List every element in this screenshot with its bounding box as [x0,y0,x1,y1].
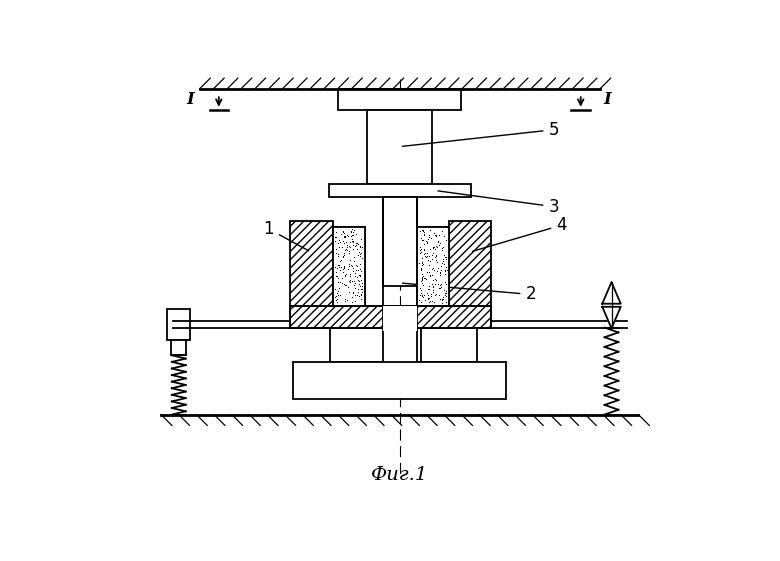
Bar [367,111,432,183]
Text: Фиг.1: Фиг.1 [371,466,428,484]
Text: 3: 3 [438,191,559,215]
Bar [449,222,491,306]
Bar [290,306,491,328]
Bar [333,227,365,306]
Polygon shape [602,307,621,328]
Bar [417,227,449,306]
Bar [421,328,477,362]
Bar [333,227,365,306]
Bar [417,227,449,306]
Text: 4: 4 [473,216,567,251]
Text: 5: 5 [402,121,559,146]
Polygon shape [602,282,621,304]
Bar [331,328,386,362]
Bar [167,309,190,340]
Bar [339,89,461,111]
Bar [293,362,506,399]
Text: I: I [604,91,612,108]
Text: 2: 2 [402,283,536,304]
Text: I: I [186,91,194,108]
Bar [383,328,417,374]
Bar [383,197,417,286]
Bar [290,222,333,306]
Bar [329,183,470,197]
Bar [383,306,417,332]
Bar [171,340,186,355]
Text: 1: 1 [264,220,309,251]
